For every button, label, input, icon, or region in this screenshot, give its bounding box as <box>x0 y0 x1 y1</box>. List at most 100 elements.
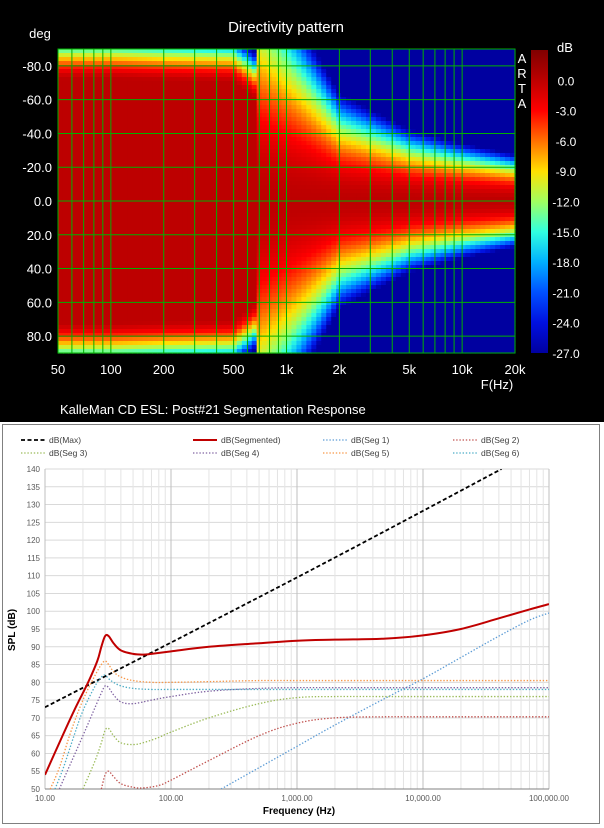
heatmap-cell <box>216 245 223 250</box>
heatmap-cell <box>231 77 238 82</box>
heatmap-cell <box>157 229 163 234</box>
heatmap-cell <box>152 157 158 162</box>
heatmap-cell <box>152 281 158 286</box>
heatmap-cell <box>291 93 298 98</box>
heatmap-cell <box>326 293 332 298</box>
heatmap-cell <box>331 89 337 94</box>
heatmap-cell <box>72 177 79 182</box>
heatmap-cell <box>187 229 193 234</box>
heatmap-cell <box>276 249 283 254</box>
heatmap-cell <box>72 249 79 254</box>
heatmap-cell <box>137 205 144 210</box>
heatmap-cell <box>177 61 183 66</box>
heatmap-cell <box>281 329 288 334</box>
heatmap-cell <box>152 265 158 270</box>
heatmap-cell <box>97 325 104 330</box>
heatmap-cell <box>251 209 258 214</box>
heatmap-cell <box>202 81 208 86</box>
heatmap-cell <box>216 169 223 174</box>
heatmap-cell <box>311 85 317 90</box>
heatmap-cell <box>281 249 288 254</box>
heatmap-cell <box>137 197 144 202</box>
heatmap-cell <box>62 325 69 330</box>
heatmap-cell <box>326 73 332 78</box>
heatmap-cell <box>122 117 129 122</box>
heatmap-cell <box>226 49 233 54</box>
heatmap-cell <box>216 101 223 106</box>
heatmap-cell <box>182 233 188 238</box>
heatmap-cell <box>117 233 124 238</box>
heatmap-cell <box>147 69 153 74</box>
heatmap-cell <box>142 261 149 266</box>
heatmap-cell <box>77 205 84 210</box>
heatmap-cell <box>311 149 317 154</box>
heatmap-cell <box>112 281 119 286</box>
heatmap-cell <box>361 57 367 62</box>
heatmap-cell <box>137 53 144 58</box>
heatmap-cell <box>271 197 278 202</box>
heatmap-cell <box>207 93 213 98</box>
heatmap-cell <box>167 173 173 178</box>
heatmap-cell <box>211 301 218 306</box>
heatmap-cell <box>286 93 293 98</box>
heatmap-cell <box>221 137 228 142</box>
heatmap-cell <box>172 101 178 106</box>
heatmap-cell <box>236 53 243 58</box>
heatmap-cell <box>341 289 347 294</box>
heatmap-cell <box>62 309 69 314</box>
heatmap-cell <box>187 141 193 146</box>
heatmap-cell <box>87 329 94 334</box>
heatmap-cell <box>236 321 243 326</box>
heatmap-cell <box>157 317 163 322</box>
heatmap-cell <box>301 161 307 166</box>
heatmap-cell <box>77 249 84 254</box>
heatmap-cell <box>77 81 84 86</box>
heatmap-cell <box>157 169 163 174</box>
heatmap-cell <box>375 109 382 114</box>
heatmap-cell <box>172 317 178 322</box>
heatmap-cell <box>122 185 129 190</box>
heatmap-cell <box>97 105 104 110</box>
heatmap-cell <box>142 225 149 230</box>
heatmap-cell <box>117 177 124 182</box>
heatmap-cell <box>147 245 153 250</box>
heatmap-cell <box>246 169 253 174</box>
heatmap-cell <box>172 193 178 198</box>
heatmap-cell <box>296 177 302 182</box>
heatmap-cell <box>326 129 332 134</box>
heatmap-cell <box>77 201 84 206</box>
heatmap-cell <box>157 269 163 274</box>
heatmap-cell <box>207 125 213 130</box>
heatmap-cell <box>296 253 302 258</box>
heatmap-cell <box>147 213 153 218</box>
heatmap-cell <box>67 273 74 278</box>
heatmap-cell <box>236 233 243 238</box>
heatmap-cell <box>356 73 362 78</box>
heatmap-cell <box>216 65 223 70</box>
heatmap-cell <box>286 137 293 142</box>
heatmap-cell <box>226 137 233 142</box>
heatmap-cell <box>246 109 253 114</box>
heatmap-cell <box>167 285 173 290</box>
heatmap-cell <box>87 253 94 258</box>
heatmap-cell <box>341 121 347 126</box>
heatmap-cell <box>296 185 302 190</box>
heatmap-cell <box>375 149 382 154</box>
heatmap-cell <box>316 49 322 54</box>
heatmap-cell <box>296 61 302 66</box>
heatmap-cell <box>216 201 223 206</box>
heatmap-cell <box>221 309 228 314</box>
heatmap-cell <box>127 185 134 190</box>
heatmap-cell <box>211 173 218 178</box>
heatmap-cell <box>271 301 278 306</box>
heatmap-cell <box>375 73 382 78</box>
heatmap-cell <box>167 101 173 106</box>
heatmap-cell <box>221 289 228 294</box>
heatmap-cell <box>365 137 372 142</box>
heatmap-cell <box>286 273 293 278</box>
heatmap-cell <box>72 309 79 314</box>
heatmap-cell <box>157 285 163 290</box>
heatmap-cell <box>291 125 298 130</box>
heatmap-cell <box>77 337 84 342</box>
heatmap-cell <box>187 341 193 346</box>
